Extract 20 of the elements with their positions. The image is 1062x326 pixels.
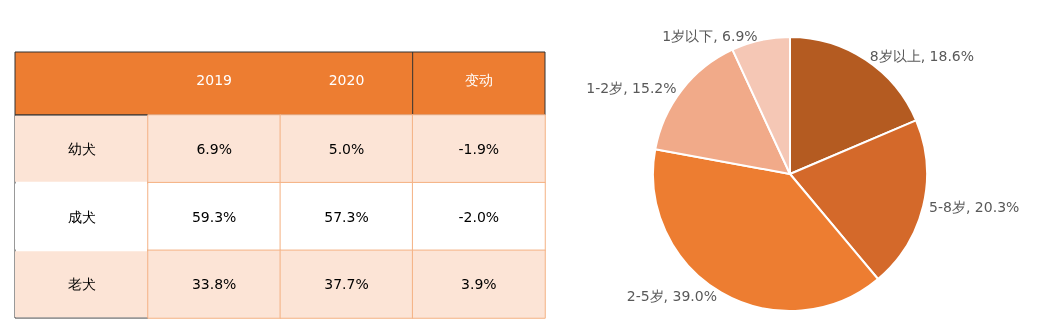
slice-label: 1-2岁, 15.2%	[586, 79, 677, 96]
slice-label: 2-5岁, 39.0%	[626, 287, 717, 304]
slice-label: 8岁以上, 18.6%	[869, 48, 975, 65]
data-label: 6.9%	[196, 140, 232, 157]
x-tick-label: 2020	[328, 72, 365, 88]
data-label: 5.0%	[328, 140, 365, 157]
y-tick-label: 幼犬	[67, 140, 96, 157]
data-label: 37.7%	[324, 276, 369, 293]
data-label: 33.8%	[191, 276, 237, 293]
data-label: 59.3%	[191, 208, 237, 225]
slice-label: 1岁以下, 6.9%	[662, 28, 758, 45]
data-label: 57.3%	[324, 208, 369, 225]
y-tick-label: 老犬	[67, 276, 96, 293]
data-label: -1.9%	[458, 140, 500, 157]
data-label: 3.9%	[461, 276, 497, 293]
x-tick-label: 变动	[464, 72, 493, 88]
data-label: -2.0%	[458, 208, 500, 225]
y-tick-label: 成犬	[67, 208, 96, 225]
x-tick-label: 2019	[196, 72, 232, 88]
slice-label: 5-8岁, 20.3%	[929, 198, 1020, 215]
